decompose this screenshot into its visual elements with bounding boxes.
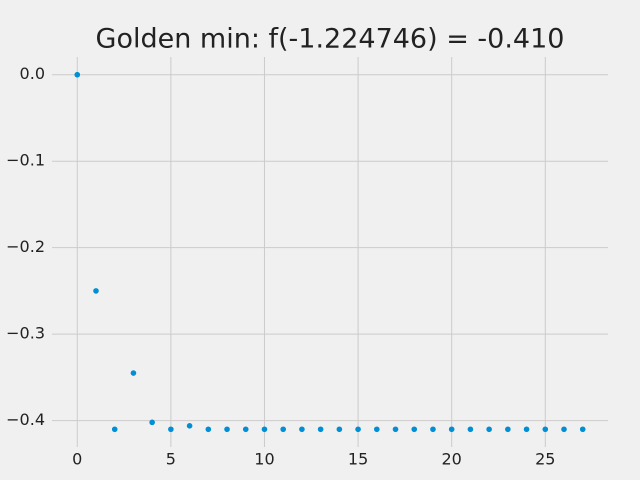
point [392, 426, 399, 433]
x-tick-label: 20 [442, 450, 462, 469]
point [336, 426, 343, 433]
point [561, 426, 567, 433]
point [411, 426, 418, 433]
point [486, 426, 492, 433]
y-tick-label: 0.0 [20, 64, 45, 83]
point [186, 423, 193, 429]
y-tick-label: −0.2 [6, 237, 45, 256]
point [205, 426, 212, 433]
point [430, 426, 436, 433]
grid [52, 57, 608, 447]
point [448, 426, 455, 433]
point [242, 426, 249, 433]
point [168, 426, 174, 433]
y-tick-label: −0.1 [6, 151, 45, 170]
point [224, 426, 230, 433]
point [523, 426, 530, 433]
x-tick-label: 5 [166, 450, 176, 469]
point [505, 426, 511, 433]
x-tick-label: 25 [535, 450, 555, 469]
point [280, 426, 286, 433]
x-tick-label: 0 [72, 450, 82, 469]
point [355, 426, 361, 433]
point [261, 426, 268, 433]
point [93, 288, 99, 294]
point [542, 426, 549, 433]
point [317, 426, 324, 433]
y-tick-label: −0.4 [6, 410, 45, 429]
marks [74, 71, 586, 433]
point [130, 370, 137, 376]
chart-title: Golden min: f(-1.224746) = -0.410 [96, 24, 565, 55]
point [467, 426, 474, 433]
point [374, 426, 380, 433]
point [74, 71, 81, 78]
x-tick-label: 10 [254, 450, 274, 469]
point [299, 426, 305, 433]
y-tick-label: −0.3 [6, 324, 45, 343]
point [579, 426, 586, 433]
point [111, 426, 118, 433]
x-tick-label: 15 [348, 450, 368, 469]
point [149, 419, 155, 426]
